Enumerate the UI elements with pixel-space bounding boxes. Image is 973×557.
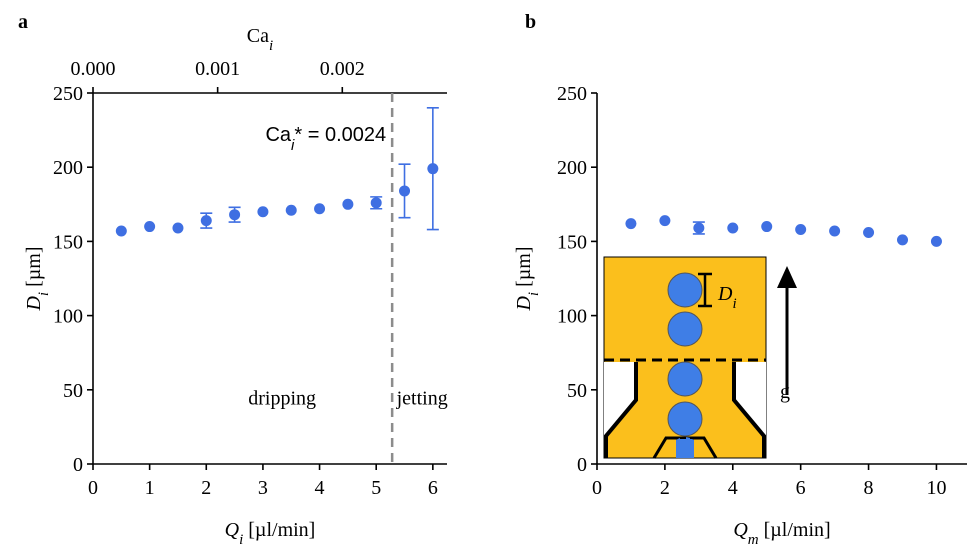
data-point — [930, 235, 942, 247]
y-tick-label: 150 — [53, 231, 83, 253]
x-tick-label: 0 — [592, 477, 602, 499]
size-label-sub: i — [732, 296, 736, 312]
data-point — [200, 215, 212, 227]
panel-letter: b — [525, 11, 536, 33]
data-point — [144, 221, 156, 233]
data-point — [761, 221, 773, 233]
data-point — [829, 225, 841, 237]
y-axis-label-main: D — [513, 296, 535, 312]
data-point — [314, 203, 326, 215]
x-tick-label: 4 — [728, 477, 738, 499]
x2-axis-label-main: Ca — [247, 25, 269, 47]
x-tick-label: 10 — [926, 477, 946, 499]
inset-droplet — [667, 361, 703, 397]
threshold-label-main: Ca — [265, 124, 291, 146]
data-point — [172, 222, 184, 234]
x2-axis-label: Cai — [247, 25, 273, 54]
x2-axis-label-sub: i — [269, 38, 273, 54]
y-axis-label-sub: i — [526, 292, 542, 296]
data-point — [659, 215, 671, 227]
x-tick-label: 6 — [796, 477, 806, 499]
y-tick-label: 200 — [557, 157, 587, 179]
y-tick-label: 50 — [567, 380, 587, 402]
x-tick-label: 4 — [315, 477, 325, 499]
inset-wall-line — [732, 362, 766, 458]
threshold-label: Cai* = 0.0024 — [265, 124, 386, 154]
y-tick-label: 0 — [577, 454, 587, 476]
data-point — [693, 222, 705, 234]
y-tick-label: 150 — [557, 231, 587, 253]
x-tick-label: 2 — [660, 477, 670, 499]
x-axis-label-unit: [µl/min] — [243, 519, 315, 541]
data-point — [257, 206, 269, 218]
panel-letter: a — [18, 11, 28, 33]
data-point — [727, 222, 739, 234]
size-label: Di — [717, 283, 737, 312]
y-tick-label: 250 — [53, 83, 83, 105]
y-tick-label: 200 — [53, 157, 83, 179]
data-point — [625, 218, 637, 230]
inset-droplet — [667, 401, 703, 437]
gravity-arrowhead — [777, 266, 797, 288]
data-point — [229, 209, 241, 221]
inset-droplet — [667, 311, 703, 347]
y-tick-label: 100 — [557, 306, 587, 328]
y-axis-label: Di [µm] — [23, 246, 52, 311]
x-tick-label: 3 — [258, 477, 268, 499]
data-point — [370, 197, 382, 209]
inset-droplet — [667, 272, 703, 308]
inset-wall — [734, 362, 766, 436]
data-point — [863, 226, 875, 238]
y-tick-label: 0 — [73, 454, 83, 476]
x2-tick-label: 0.001 — [195, 58, 240, 80]
x2-tick-label: 0.002 — [320, 58, 365, 80]
y-tick-label: 100 — [53, 306, 83, 328]
inset-wall — [604, 362, 636, 436]
y-axis-label-unit: [µm] — [23, 246, 45, 291]
x-axis-label-unit: [µl/min] — [759, 519, 831, 541]
inset-diagram — [603, 256, 797, 459]
gravity-label: g — [780, 381, 790, 403]
data-point — [897, 234, 909, 246]
x-tick-label: 8 — [864, 477, 874, 499]
regime-label: dripping — [248, 388, 316, 410]
x-axis-label-sub: i — [239, 532, 243, 548]
x-axis-label-main: Q — [733, 519, 748, 541]
x-tick-label: 0 — [88, 477, 98, 499]
data-point — [285, 204, 297, 216]
data-point — [115, 225, 127, 237]
y-axis-label-unit: [µm] — [513, 246, 535, 291]
y-axis-label-sub: i — [36, 292, 52, 296]
size-label-main: D — [717, 283, 733, 305]
threshold-label-rest: * = 0.0024 — [294, 124, 386, 146]
x-axis-label-main: Q — [225, 519, 240, 541]
y-tick-label: 50 — [63, 380, 83, 402]
inset-wall-line — [604, 362, 638, 458]
x-axis-label: Qi [µl/min] — [225, 519, 316, 548]
x-tick-label: 1 — [145, 477, 155, 499]
y-axis-label-main: D — [23, 296, 45, 312]
x-tick-label: 5 — [371, 477, 381, 499]
data-point — [399, 185, 411, 197]
data-point — [795, 224, 807, 236]
x2-tick-label: 0.000 — [71, 58, 116, 80]
data-point — [342, 198, 354, 210]
y-tick-label: 250 — [557, 83, 587, 105]
x-axis-label: Qm [µl/min] — [733, 519, 830, 548]
x-axis-label-sub: m — [748, 532, 759, 548]
inset-size-bracket — [698, 272, 712, 308]
regime-label: jetting — [396, 388, 448, 410]
y-axis-label: Di [µm] — [513, 246, 542, 311]
x-tick-label: 2 — [201, 477, 211, 499]
inset-jet — [676, 437, 694, 458]
x-tick-label: 6 — [428, 477, 438, 499]
threshold-label-sub: i — [291, 137, 295, 154]
data-point — [427, 163, 439, 175]
